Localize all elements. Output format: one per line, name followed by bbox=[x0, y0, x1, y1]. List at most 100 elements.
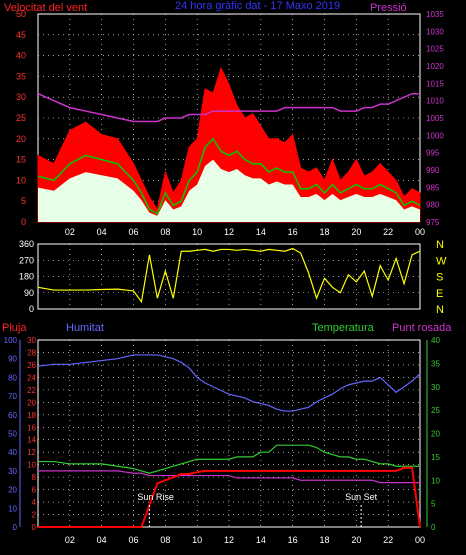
direction-tick: 180 bbox=[19, 272, 34, 282]
x-tick: 18 bbox=[319, 535, 329, 545]
rain-tick: 16 bbox=[27, 423, 36, 432]
y-right-tick: 1035 bbox=[426, 10, 444, 19]
humidity-line bbox=[37, 354, 421, 412]
rain-tick: 20 bbox=[27, 398, 36, 407]
x-tick: 06 bbox=[128, 535, 138, 545]
y-right-tick: 1015 bbox=[426, 79, 444, 88]
wind-pressure-panel: 0510152025303540455097598098599099510001… bbox=[16, 9, 444, 237]
average-wind-line bbox=[37, 137, 421, 215]
dewpoint-title: Punt rosada bbox=[392, 322, 452, 334]
y-right-tick: 1005 bbox=[426, 114, 444, 123]
x-tick: 00 bbox=[415, 227, 425, 237]
y-right-tick: 1020 bbox=[426, 62, 444, 71]
temperature-tick: 5 bbox=[431, 500, 436, 509]
compass-label: N bbox=[436, 304, 444, 316]
temperature-tick: 35 bbox=[431, 359, 440, 368]
x-tick: 10 bbox=[192, 535, 202, 545]
rain-tick: 10 bbox=[27, 461, 36, 470]
compass-label: N bbox=[436, 239, 444, 251]
y-right-tick: 1000 bbox=[426, 131, 444, 140]
x-tick: 04 bbox=[97, 535, 107, 545]
gust-area bbox=[37, 66, 421, 223]
temperature-line bbox=[38, 444, 420, 474]
humidity-tick: 0 bbox=[13, 523, 18, 532]
x-tick: 18 bbox=[319, 227, 329, 237]
y-right-tick: 975 bbox=[426, 218, 440, 227]
x-tick: 16 bbox=[288, 535, 298, 545]
temperature-tick: 25 bbox=[431, 406, 440, 415]
rain-tick: 24 bbox=[27, 373, 36, 382]
temperature-tick: 20 bbox=[431, 430, 440, 439]
temp-humidity-panel: 0102030405060708090100024681012141618202… bbox=[4, 336, 441, 545]
temperature-title: Temperatura bbox=[312, 322, 375, 334]
rain-tick: 0 bbox=[32, 523, 37, 532]
rain-tick: 14 bbox=[27, 436, 36, 445]
humidity-tick: 70 bbox=[8, 392, 17, 401]
pressure-line bbox=[37, 92, 420, 123]
y-right-tick: 995 bbox=[426, 149, 440, 158]
compass-label: W bbox=[436, 255, 447, 267]
humidity-tick: 20 bbox=[8, 486, 17, 495]
humidity-title: Humitat bbox=[66, 322, 104, 334]
rain-tick: 2 bbox=[32, 511, 37, 520]
x-tick: 22 bbox=[383, 227, 393, 237]
rain-title: Pluja bbox=[2, 322, 27, 334]
rain-tick: 26 bbox=[27, 361, 36, 370]
x-tick: 20 bbox=[351, 535, 361, 545]
rain-tick: 12 bbox=[27, 448, 36, 457]
dewpoint-line bbox=[38, 470, 420, 484]
humidity-tick: 100 bbox=[4, 336, 18, 345]
x-tick: 00 bbox=[415, 535, 425, 545]
x-tick: 08 bbox=[160, 535, 170, 545]
y-left-tick: 0 bbox=[21, 217, 26, 227]
y-left-tick: 40 bbox=[16, 51, 26, 61]
rain-tick: 28 bbox=[27, 348, 36, 357]
x-tick: 06 bbox=[128, 227, 138, 237]
humidity-tick: 50 bbox=[8, 430, 17, 439]
x-tick: 12 bbox=[224, 535, 234, 545]
humidity-tick: 90 bbox=[8, 355, 17, 364]
rain-line bbox=[38, 466, 421, 528]
humidity-tick: 60 bbox=[8, 411, 17, 420]
x-tick: 08 bbox=[160, 227, 170, 237]
sunrise-label: Sun Rise bbox=[137, 492, 174, 502]
direction-tick: 0 bbox=[29, 304, 34, 314]
x-tick: 22 bbox=[383, 535, 393, 545]
y-right-tick: 1010 bbox=[426, 97, 444, 106]
wind-direction-line bbox=[37, 247, 421, 304]
humidity-tick: 80 bbox=[8, 373, 17, 382]
y-left-tick: 30 bbox=[16, 92, 26, 102]
y-left-tick: 25 bbox=[16, 113, 26, 123]
direction-tick: 90 bbox=[24, 288, 34, 298]
temperature-tick: 40 bbox=[431, 336, 440, 345]
x-tick: 14 bbox=[256, 227, 266, 237]
humidity-tick: 10 bbox=[8, 504, 17, 513]
y-right-tick: 985 bbox=[426, 183, 440, 192]
x-tick: 02 bbox=[65, 535, 75, 545]
direction-tick: 360 bbox=[19, 239, 34, 249]
sunset-label: Sun Set bbox=[345, 492, 378, 502]
x-tick: 04 bbox=[97, 227, 107, 237]
y-right-tick: 990 bbox=[426, 166, 440, 175]
wind-speed-title: Velocitat del vent bbox=[4, 2, 87, 14]
rain-tick: 30 bbox=[27, 336, 36, 345]
humidity-tick: 30 bbox=[8, 467, 17, 476]
x-tick: 20 bbox=[351, 227, 361, 237]
pressure-title: Pressió bbox=[370, 2, 407, 14]
temperature-tick: 30 bbox=[431, 383, 440, 392]
rain-tick: 22 bbox=[27, 386, 36, 395]
y-left-tick: 10 bbox=[16, 175, 26, 185]
y-left-tick: 15 bbox=[16, 155, 26, 165]
x-tick: 10 bbox=[192, 227, 202, 237]
temperature-tick: 15 bbox=[431, 453, 440, 462]
y-right-tick: 1025 bbox=[426, 45, 444, 54]
temperature-tick: 0 bbox=[431, 523, 436, 532]
y-left-tick: 45 bbox=[16, 30, 26, 40]
y-left-tick: 35 bbox=[16, 71, 26, 81]
compass-label: E bbox=[436, 288, 443, 300]
rain-tick: 4 bbox=[32, 498, 37, 507]
compass-label: S bbox=[436, 272, 443, 284]
rain-tick: 6 bbox=[32, 486, 37, 495]
